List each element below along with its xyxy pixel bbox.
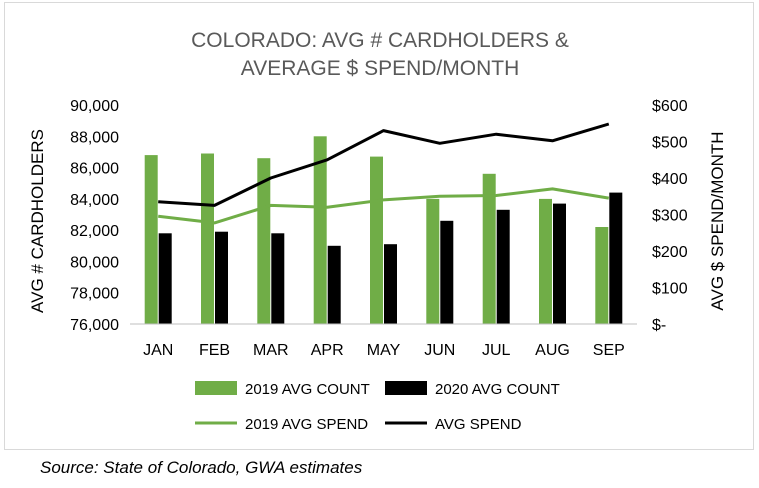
y-tick-label: 86,000 xyxy=(70,161,119,178)
bar-2019-avg-count-aug xyxy=(539,198,552,324)
bar-2019-avg-count-jan xyxy=(144,155,158,324)
bar-2019-avg-count-jun xyxy=(426,198,440,324)
x-tick-label: MAY xyxy=(367,342,401,359)
line-avg-spend xyxy=(158,122,610,207)
legend-label-2020-count: 2020 AVG COUNT xyxy=(435,381,560,398)
y2-tick-label: $300 xyxy=(652,208,688,225)
bar-2020-avg-count-jul xyxy=(496,209,510,324)
x-tick-label: FEB xyxy=(199,342,230,359)
x-tick-label: SEP xyxy=(593,342,625,359)
y2-tick-label: $600 xyxy=(652,98,688,115)
bar-2020-avg-count-apr xyxy=(327,245,341,324)
y-tick-label: 80,000 xyxy=(70,254,119,271)
chart-frame: COLORADO: AVG # CARDHOLDERS & AVERAGE $ … xyxy=(4,2,754,450)
x-tick-label: JUN xyxy=(424,342,455,359)
y-tick-label: 76,000 xyxy=(70,317,119,334)
y2-tick-label: $200 xyxy=(652,244,688,261)
bar-2020-avg-count-may xyxy=(384,244,397,324)
x-tick-label: MAR xyxy=(253,342,289,359)
bar-2019-avg-count-feb xyxy=(201,153,214,324)
bar-2020-avg-count-mar xyxy=(271,233,285,324)
source-note: Source: State of Colorado, GWA estimates xyxy=(40,458,363,477)
bar-2020-avg-count-feb xyxy=(215,231,228,324)
x-tick-label: APR xyxy=(311,342,344,359)
chart: COLORADO: AVG # CARDHOLDERS & AVERAGE $ … xyxy=(28,29,727,433)
y-axis-ticks: 90,000 88,000 86,000 84,000 82,000 80,000 78,0… xyxy=(70,98,119,334)
y-tick-label: 84,000 xyxy=(70,192,119,209)
x-tick-label: AUG xyxy=(535,342,570,359)
y2-tick-label: $400 xyxy=(652,171,688,188)
y-tick-label: 78,000 xyxy=(70,286,119,303)
bar-2019-avg-count-sep xyxy=(595,227,609,324)
x-tick-label: JAN xyxy=(143,342,173,359)
bars-group xyxy=(144,136,623,324)
bar-2020-avg-count-jun xyxy=(440,220,454,324)
line-2019-avg-spend xyxy=(158,187,610,225)
legend: 2019 AVG COUNT 2020 AVG COUNT 2019 AVG S… xyxy=(195,381,560,433)
lines-group xyxy=(158,122,610,225)
bar-2019-avg-count-may xyxy=(370,156,383,324)
chart-title-line-1: COLORADO: AVG # CARDHOLDERS & xyxy=(191,29,569,52)
y2-tick-label: $- xyxy=(652,317,666,334)
y-axis-title: AVG # CARDHOLDERS xyxy=(28,129,47,313)
y-tick-label: 90,000 xyxy=(70,98,119,115)
bar-2019-avg-count-apr xyxy=(313,136,327,324)
y-tick-label: 88,000 xyxy=(70,129,119,146)
y2-axis-ticks: $600 $500 $400 $300 $200 $100 $- xyxy=(652,98,688,334)
x-axis-ticks: JAN FEB MAR APR MAY JUN JUL AUG SEP xyxy=(143,342,625,359)
legend-swatch-2019-count xyxy=(195,381,237,395)
legend-swatch-2020-count xyxy=(385,381,427,395)
bar-2020-avg-count-sep xyxy=(609,192,623,324)
y2-tick-label: $500 xyxy=(652,135,688,152)
bar-2020-avg-count-aug xyxy=(553,203,566,324)
y2-axis-title: AVG $ SPEND/MONTH xyxy=(708,131,727,310)
legend-label-avg-spend: AVG SPEND xyxy=(435,416,522,433)
y2-tick-label: $100 xyxy=(652,281,688,298)
legend-label-2019-count: 2019 AVG COUNT xyxy=(245,381,370,398)
bar-2019-avg-count-jul xyxy=(482,173,496,324)
x-tick-label: JUL xyxy=(482,342,511,359)
bar-2020-avg-count-jan xyxy=(158,233,172,324)
chart-title-line-2: AVERAGE $ SPEND/MONTH xyxy=(241,57,520,80)
legend-label-2019-spend: 2019 AVG SPEND xyxy=(245,416,368,433)
bar-2019-avg-count-mar xyxy=(257,158,271,324)
y-tick-label: 82,000 xyxy=(70,223,119,240)
